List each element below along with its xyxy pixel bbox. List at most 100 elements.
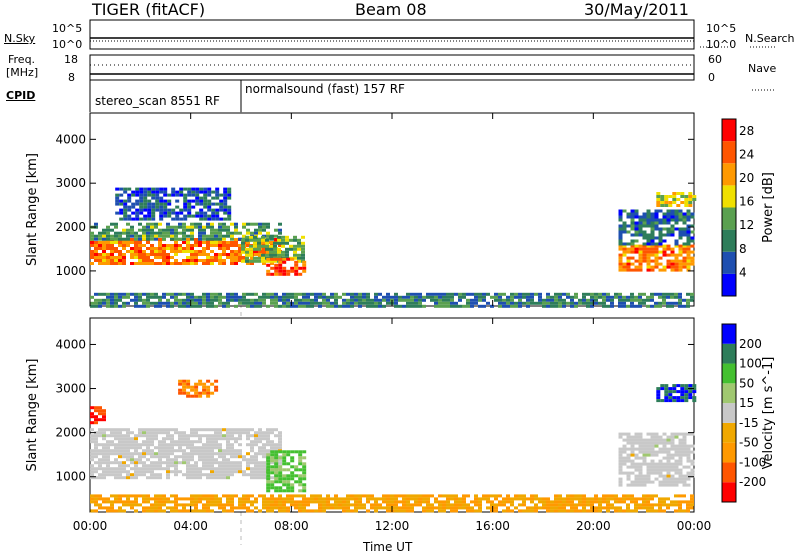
data-cell bbox=[127, 214, 132, 218]
data-cell bbox=[530, 295, 534, 299]
data-cell bbox=[466, 509, 470, 513]
data-cell bbox=[222, 434, 226, 438]
data-cell bbox=[258, 222, 262, 226]
data-cell bbox=[183, 187, 188, 191]
data-cell bbox=[94, 500, 98, 504]
data-cell bbox=[178, 388, 183, 392]
data-cell bbox=[302, 263, 307, 267]
data-cell bbox=[211, 190, 216, 194]
data-cell bbox=[362, 292, 366, 296]
data-cell bbox=[678, 468, 683, 472]
data-cell bbox=[650, 295, 654, 299]
data-cell bbox=[118, 298, 122, 302]
data-cell bbox=[662, 477, 667, 481]
data-cell bbox=[626, 474, 631, 478]
data-cell bbox=[290, 266, 295, 270]
data-cell bbox=[297, 259, 301, 263]
data-cell bbox=[618, 509, 622, 513]
data-cell bbox=[142, 262, 146, 265]
data-cell bbox=[258, 434, 262, 438]
data-cell bbox=[306, 301, 310, 305]
data-cell bbox=[678, 509, 682, 513]
data-cell bbox=[110, 228, 114, 232]
data-cell bbox=[254, 461, 258, 465]
data-cell bbox=[126, 500, 130, 504]
data-cell bbox=[274, 506, 278, 510]
data-cell bbox=[642, 218, 647, 222]
data-cell bbox=[554, 295, 558, 299]
data-cell bbox=[226, 304, 230, 308]
data-cell bbox=[226, 234, 230, 238]
data-cell bbox=[678, 230, 683, 234]
data-cell bbox=[668, 195, 673, 198]
data-cell bbox=[182, 452, 186, 456]
data-cell bbox=[574, 295, 578, 299]
data-cell bbox=[666, 259, 671, 263]
data-cell bbox=[190, 253, 194, 256]
data-cell bbox=[610, 497, 614, 501]
data-cell bbox=[106, 434, 110, 438]
data-cell bbox=[147, 217, 152, 221]
data-cell bbox=[570, 298, 574, 302]
data-cell bbox=[199, 199, 204, 203]
data-cell bbox=[278, 298, 282, 302]
data-cell bbox=[289, 244, 293, 248]
data-cell bbox=[154, 222, 158, 226]
data-cell bbox=[414, 497, 418, 501]
data-cell bbox=[211, 208, 216, 212]
data-cell bbox=[226, 446, 230, 450]
data-cell bbox=[654, 471, 659, 475]
data-cell bbox=[90, 231, 94, 235]
data-cell bbox=[202, 464, 206, 468]
data-cell bbox=[273, 250, 277, 254]
data-cell bbox=[166, 262, 170, 265]
data-cell bbox=[226, 301, 230, 305]
data-cell bbox=[110, 467, 114, 471]
data-cell bbox=[270, 241, 274, 244]
data-cell bbox=[151, 208, 156, 212]
data-cell bbox=[90, 421, 94, 425]
data-cell bbox=[530, 494, 534, 498]
data-cell bbox=[258, 231, 262, 235]
data-cell bbox=[582, 506, 586, 510]
data-cell bbox=[210, 467, 214, 471]
data-cell bbox=[258, 452, 262, 456]
data-cell bbox=[110, 237, 114, 241]
data-cell bbox=[94, 259, 98, 262]
data-cell bbox=[674, 453, 679, 457]
data-cell bbox=[167, 214, 172, 218]
data-cell bbox=[182, 250, 186, 253]
data-cell bbox=[206, 295, 210, 299]
data-cell bbox=[182, 259, 186, 262]
data-cell bbox=[282, 480, 287, 484]
data-cell bbox=[146, 292, 150, 296]
data-cell bbox=[626, 465, 631, 469]
data-cell bbox=[462, 494, 466, 498]
data-cell bbox=[686, 509, 690, 513]
data-cell bbox=[154, 506, 158, 510]
data-cell bbox=[674, 209, 679, 213]
yaxis-label: Slant Range [km] bbox=[25, 359, 40, 472]
data-cell bbox=[282, 459, 287, 463]
data-cell bbox=[586, 497, 590, 501]
data-cell bbox=[170, 506, 174, 510]
data-cell bbox=[186, 301, 190, 305]
data-cell bbox=[342, 304, 346, 308]
data-cell bbox=[127, 217, 132, 221]
data-cell bbox=[214, 503, 218, 507]
data-cell bbox=[390, 500, 394, 504]
data-cell bbox=[646, 447, 651, 451]
data-cell bbox=[170, 228, 174, 232]
data-cell bbox=[142, 234, 146, 238]
data-cell bbox=[498, 304, 502, 308]
data-cell bbox=[270, 486, 275, 490]
data-cell bbox=[282, 453, 287, 457]
data-cell bbox=[670, 456, 675, 460]
data-cell bbox=[242, 225, 246, 229]
data-cell bbox=[206, 256, 210, 259]
data-cell bbox=[362, 301, 366, 305]
data-cell bbox=[266, 234, 270, 238]
data-cell bbox=[634, 506, 638, 510]
data-cell bbox=[126, 455, 130, 459]
data-cell bbox=[666, 465, 671, 469]
